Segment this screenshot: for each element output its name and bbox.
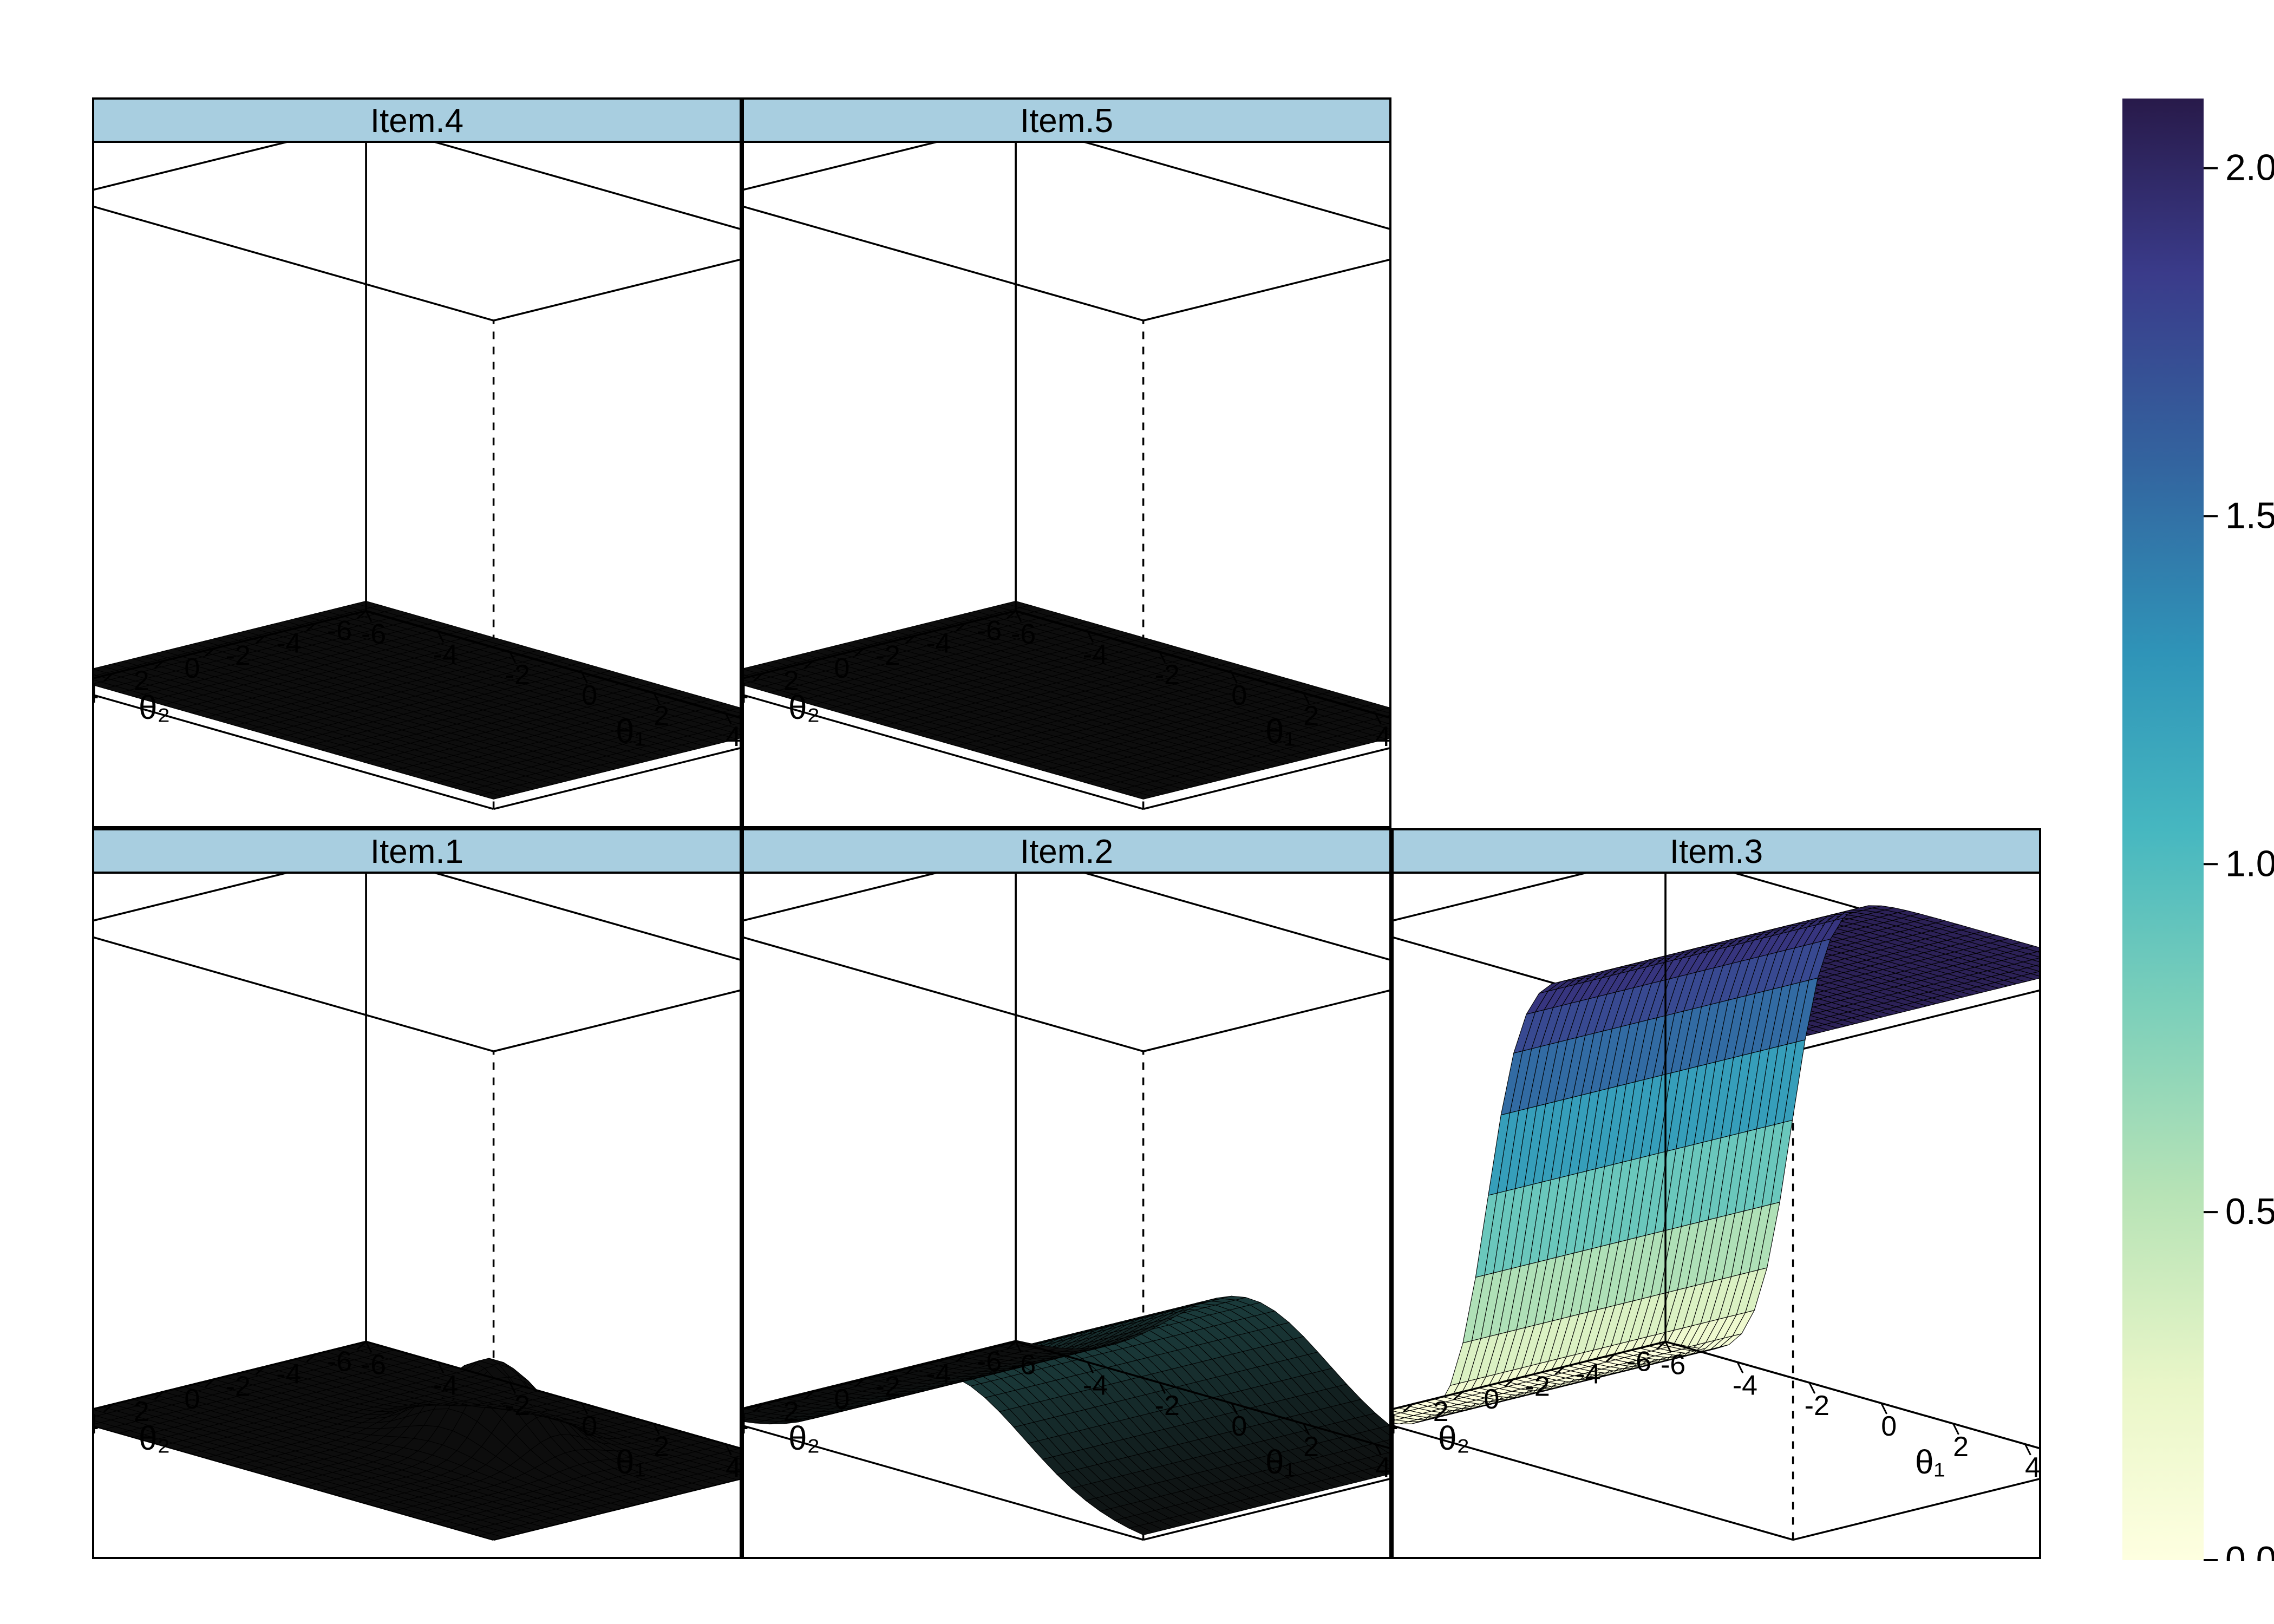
svg-text:-2: -2 — [1155, 659, 1180, 691]
panel-r1-c0: Item.10.51.01.5(θ)-6-4-20246θ₁-6-4-20246… — [92, 828, 742, 1559]
svg-text:0: 0 — [1231, 680, 1247, 711]
svg-text:-4: -4 — [1083, 639, 1108, 670]
svg-text:-2: -2 — [226, 1371, 251, 1403]
svg-text:θ₂: θ₂ — [139, 689, 171, 726]
svg-text:-4: -4 — [926, 628, 951, 659]
panel-plot-item-1: 0.51.01.5(θ)-6-4-20246θ₁-6-4-20246θ₂ — [94, 874, 740, 1557]
panel-strip: Item.4 — [94, 100, 740, 143]
panel-r0-c0: Item.40.51.01.5(θ)-6-4-20246θ₁-6-4-20246… — [92, 97, 742, 828]
svg-text:0: 0 — [834, 653, 850, 684]
svg-text:0: 0 — [581, 680, 597, 711]
svg-text:-2: -2 — [875, 1371, 900, 1403]
panel-strip: Item.1 — [94, 830, 740, 874]
svg-text:θ₂: θ₂ — [788, 1420, 820, 1457]
panel-strip: Item.5 — [744, 100, 1389, 143]
panel-r1-c2: Item.30.51.01.5(θ)-6-4-20246θ₁-6-4-20246… — [1391, 828, 2041, 1559]
colorbar: 0.00.51.01.52.0 — [2122, 97, 2274, 1561]
svg-text:2: 2 — [654, 700, 669, 732]
svg-text:2: 2 — [1303, 1431, 1319, 1463]
svg-text:-2: -2 — [1155, 1390, 1180, 1422]
svg-text:4: 4 — [726, 1452, 740, 1483]
panel-plot-item-2: 0.51.01.5(θ)-6-4-20246θ₁-6-4-20246θ₂ — [744, 874, 1389, 1557]
svg-text:θ₂: θ₂ — [788, 689, 820, 726]
svg-text:-2: -2 — [226, 640, 251, 672]
svg-text:-6: -6 — [1011, 1349, 1036, 1380]
svg-text:-6: -6 — [327, 1346, 352, 1377]
svg-text:0: 0 — [184, 1384, 200, 1415]
svg-text:-4: -4 — [1083, 1370, 1108, 1401]
svg-text:-6: -6 — [977, 615, 1002, 646]
svg-text:0: 0 — [184, 653, 200, 684]
svg-text:-6: -6 — [361, 618, 386, 650]
panel-strip: Item.3 — [1394, 830, 2039, 874]
panel-plot-item-4: 0.51.01.5(θ)-6-4-20246θ₁-6-4-20246θ₂ — [94, 143, 740, 826]
svg-text:-4: -4 — [926, 1359, 951, 1390]
figure: Item.4 0.51.01.5(θ)-6-4-20246θ₁-6-4-20246… — [0, 0, 2274, 1624]
svg-text:θ₁: θ₁ — [1265, 1444, 1295, 1481]
svg-text:0: 0 — [581, 1411, 597, 1442]
svg-text:θ₁: θ₁ — [1265, 713, 1295, 750]
svg-text:4: 4 — [1375, 1452, 1389, 1483]
svg-text:-4: -4 — [276, 628, 301, 659]
svg-text:2: 2 — [654, 1431, 669, 1463]
svg-text:-6: -6 — [327, 615, 352, 646]
panel-plot-item-5: 0.51.01.5(θ)-6-4-20246θ₁-6-4-20246θ₂ — [744, 143, 1389, 826]
svg-text:0: 0 — [834, 1384, 850, 1415]
svg-text:-4: -4 — [276, 1359, 301, 1390]
svg-text:-2: -2 — [505, 659, 530, 691]
svg-text:θ₁: θ₁ — [616, 713, 645, 750]
svg-text:-6: -6 — [1011, 618, 1036, 650]
svg-text:2: 2 — [1303, 700, 1319, 732]
svg-text:-2: -2 — [505, 1390, 530, 1422]
svg-text:4: 4 — [744, 678, 748, 709]
panel-r0-c2 — [1391, 97, 2041, 828]
svg-text:θ₂: θ₂ — [139, 1420, 171, 1457]
svg-text:-4: -4 — [433, 1370, 458, 1401]
svg-text:-2: -2 — [875, 640, 900, 672]
panel-grid: Item.4 0.51.01.5(θ)-6-4-20246θ₁-6-4-20246… — [92, 97, 2041, 1559]
svg-text:θ₁: θ₁ — [616, 1444, 645, 1481]
svg-text:-4: -4 — [433, 639, 458, 670]
svg-text:4: 4 — [94, 678, 99, 709]
svg-text:4: 4 — [1375, 721, 1389, 752]
panel-strip: Item.2 — [744, 830, 1389, 874]
svg-text:-6: -6 — [977, 1346, 1002, 1377]
svg-text:4: 4 — [94, 1409, 99, 1440]
panel-plot-item-3: 0.51.01.5(θ)-6-4-20246θ₁-6-4-20246θ₂ — [1394, 874, 2039, 1557]
svg-text:0: 0 — [1231, 1411, 1247, 1442]
svg-text:4: 4 — [744, 1409, 748, 1440]
panel-r1-c1: Item.20.51.01.5(θ)-6-4-20246θ₁-6-4-20246… — [742, 828, 1391, 1559]
svg-text:-6: -6 — [361, 1349, 386, 1380]
panel-r0-c1: Item.50.51.01.5(θ)-6-4-20246θ₁-6-4-20246… — [742, 97, 1391, 828]
svg-text:4: 4 — [726, 721, 740, 752]
